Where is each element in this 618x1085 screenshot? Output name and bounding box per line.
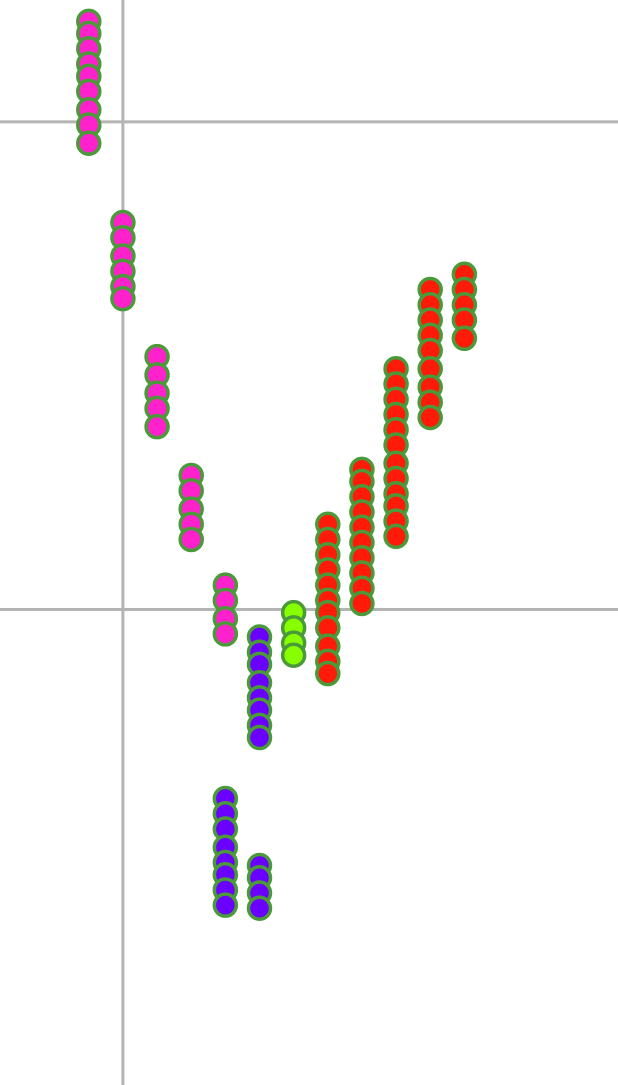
point-purple-19 — [246, 895, 273, 921]
point-red-46 — [451, 325, 478, 352]
point-pink-28 — [212, 621, 239, 647]
point-purple-7 — [246, 724, 273, 751]
point-red-32 — [383, 523, 409, 550]
point-pink-19 — [144, 413, 170, 440]
series-purple — [212, 624, 273, 921]
series-red — [315, 261, 478, 687]
data-points — [76, 8, 478, 921]
point-pink-14 — [110, 285, 136, 312]
point-red-20 — [349, 590, 375, 617]
point-red-10 — [315, 660, 341, 687]
point-pink-24 — [178, 526, 204, 553]
point-red-41 — [417, 404, 443, 431]
point-purple-15 — [212, 892, 239, 918]
series-pink — [76, 8, 239, 647]
point-pink-8 — [76, 130, 102, 156]
series-green — [280, 599, 307, 669]
point-green-3 — [280, 642, 307, 669]
